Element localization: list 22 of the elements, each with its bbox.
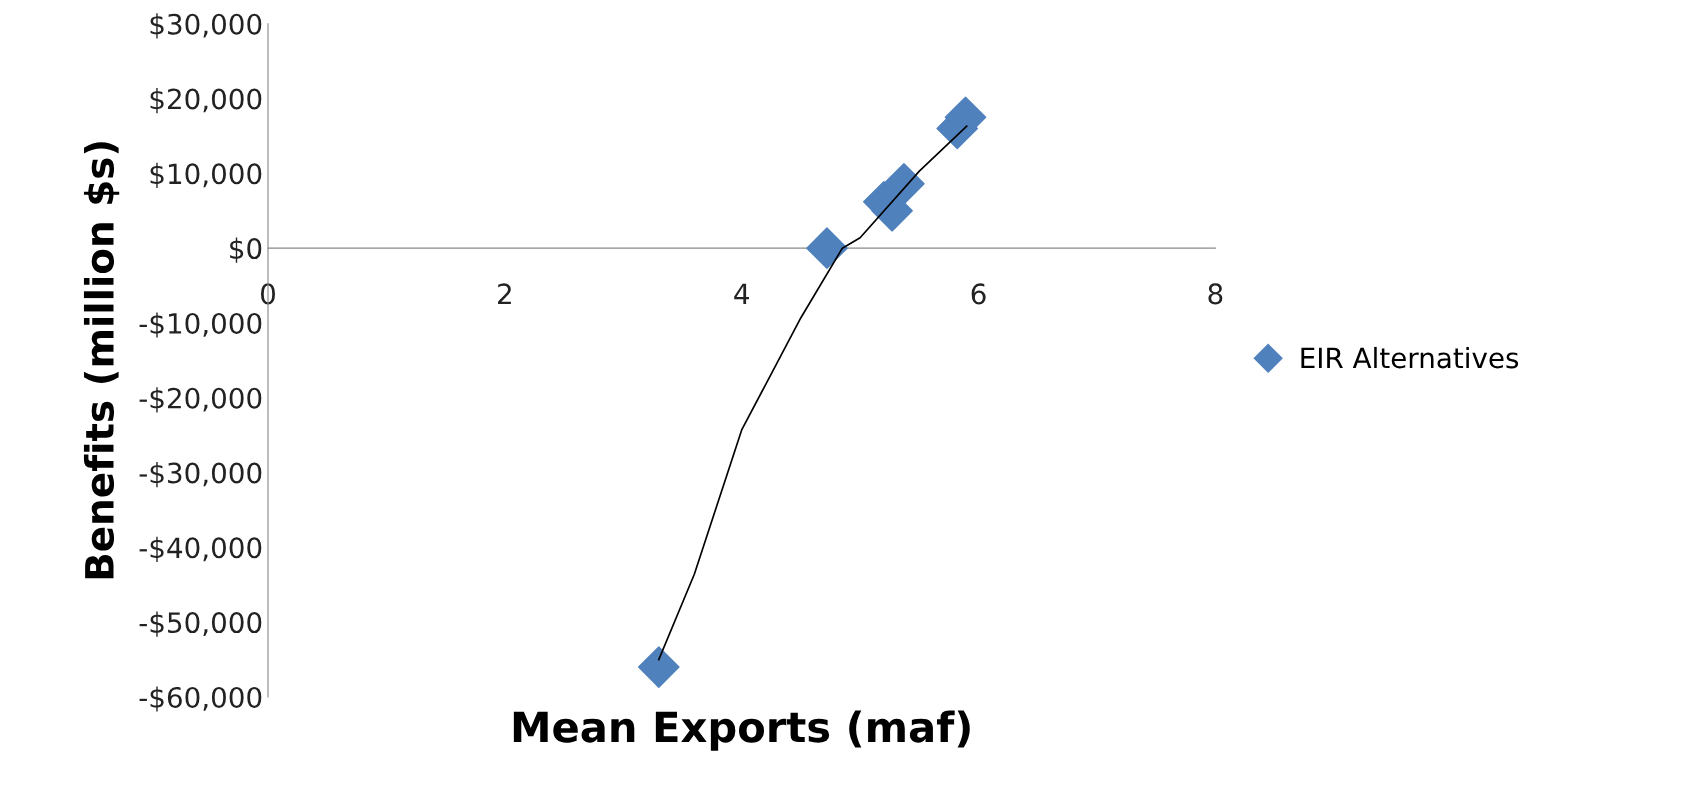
y-tick-label: -$20,000 [139,387,262,413]
y-axis-title: Benefits (million $s) [83,142,120,579]
y-tick-label: $0 [230,237,262,263]
point [806,227,848,269]
point [883,163,925,205]
y-tick-label: -$10,000 [139,312,262,338]
y-tick-label: -$60,000 [139,686,262,712]
x-axis-title: Mean Exports (maf) [513,710,970,751]
y-tick-label: -$50,000 [139,611,262,637]
y-tick-label: -$40,000 [139,536,262,562]
x-tick-label: 6 [971,283,986,305]
x-tick-label: 4 [734,283,749,304]
y-tick-label: $30,000 [150,13,262,39]
x-tick-label: 8 [1208,283,1223,305]
point [637,646,680,688]
line-series [657,125,968,661]
legend-label: EIR Alternatives [1301,346,1519,369]
y-tick-label: $10,000 [150,162,262,188]
y-tick-label: -$30,000 [139,462,262,488]
y-tick-label: $20,000 [150,88,262,114]
x-tick-label: 0 [260,283,275,305]
x-tick-label: 2 [498,283,511,304]
